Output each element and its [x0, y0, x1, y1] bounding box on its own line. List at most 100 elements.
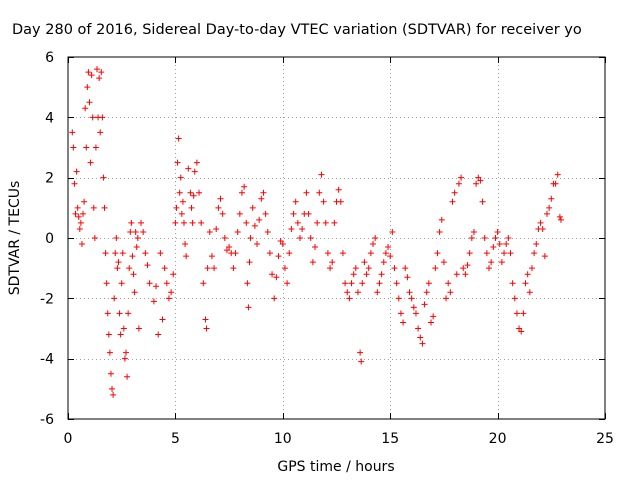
data-point	[305, 210, 312, 217]
data-point	[385, 244, 392, 251]
data-point	[78, 241, 85, 248]
data-point	[208, 253, 215, 260]
data-point	[391, 265, 398, 272]
data-point	[256, 216, 263, 223]
data-point	[121, 355, 128, 362]
data-point	[428, 319, 435, 326]
x-tick-label: 10	[274, 431, 292, 447]
data-point	[191, 168, 198, 175]
data-point	[93, 66, 100, 73]
data-point	[539, 225, 546, 232]
data-point	[114, 265, 121, 272]
y-tick-label: 6	[45, 50, 54, 66]
data-point	[518, 328, 525, 335]
data-point	[81, 198, 88, 205]
data-point	[307, 235, 314, 241]
data-point	[129, 253, 136, 260]
data-point	[528, 265, 535, 272]
data-point	[271, 295, 278, 302]
data-point	[279, 241, 286, 248]
data-point	[132, 228, 139, 235]
data-point	[173, 204, 180, 211]
data-point	[443, 295, 450, 302]
data-point	[361, 259, 368, 266]
data-point	[397, 310, 404, 317]
x-tick-label: 0	[64, 431, 73, 447]
x-tick-label: 25	[596, 431, 614, 447]
data-point	[236, 210, 243, 217]
data-point	[144, 262, 151, 269]
data-point	[393, 280, 400, 287]
data-point	[299, 225, 306, 232]
data-point	[96, 75, 103, 82]
data-point	[370, 241, 377, 248]
data-point	[106, 349, 113, 356]
data-point	[157, 250, 164, 257]
y-tick-label: 2	[45, 171, 54, 187]
x-tick-label: 15	[381, 431, 399, 447]
data-point	[112, 250, 119, 257]
data-point	[118, 280, 125, 287]
data-point	[244, 280, 251, 287]
y-axis-label: SDTVAR / TECUs	[7, 181, 23, 296]
data-point	[130, 271, 137, 278]
data-point	[275, 253, 282, 260]
data-point	[556, 213, 563, 220]
data-point	[163, 280, 170, 287]
data-point	[168, 289, 175, 296]
data-point	[190, 192, 197, 199]
data-point	[91, 235, 98, 241]
data-point	[103, 280, 110, 287]
data-point	[541, 253, 548, 260]
data-point	[146, 280, 153, 287]
data-point	[406, 289, 413, 296]
data-point	[382, 250, 389, 257]
data-point	[404, 274, 411, 281]
data-point	[219, 210, 226, 217]
data-point	[71, 180, 78, 187]
data-point	[277, 238, 284, 245]
axis-ticks	[68, 57, 606, 420]
data-point	[363, 271, 370, 278]
data-point	[196, 189, 203, 196]
data-point	[490, 244, 497, 251]
data-point	[359, 280, 366, 287]
data-point	[72, 210, 79, 217]
data-point	[172, 219, 179, 226]
data-point	[243, 219, 250, 226]
data-point	[423, 289, 430, 296]
data-point	[531, 250, 538, 257]
data-point	[120, 325, 127, 332]
data-point	[180, 219, 187, 226]
data-point	[165, 295, 172, 302]
data-point	[445, 280, 452, 287]
data-point	[440, 259, 447, 266]
data-point	[430, 313, 437, 320]
data-point	[89, 114, 96, 121]
data-point	[254, 241, 261, 248]
data-point	[104, 310, 111, 317]
data-point	[135, 325, 142, 332]
data-point	[185, 165, 192, 172]
data-point	[314, 219, 321, 226]
data-point	[80, 210, 87, 217]
data-point	[503, 241, 510, 248]
data-point	[124, 373, 131, 380]
data-point	[342, 280, 349, 287]
data-point	[505, 235, 512, 241]
data-point	[312, 244, 319, 251]
data-point	[126, 265, 133, 272]
data-point	[524, 271, 531, 278]
data-point	[387, 253, 394, 260]
data-point	[492, 235, 499, 241]
data-point	[179, 198, 186, 205]
data-point	[464, 262, 471, 269]
data-point	[122, 349, 129, 356]
data-point	[451, 189, 458, 196]
data-point	[223, 247, 230, 254]
data-point	[339, 250, 346, 257]
data-point	[226, 244, 233, 251]
data-point	[522, 280, 529, 287]
data-point	[111, 295, 118, 302]
